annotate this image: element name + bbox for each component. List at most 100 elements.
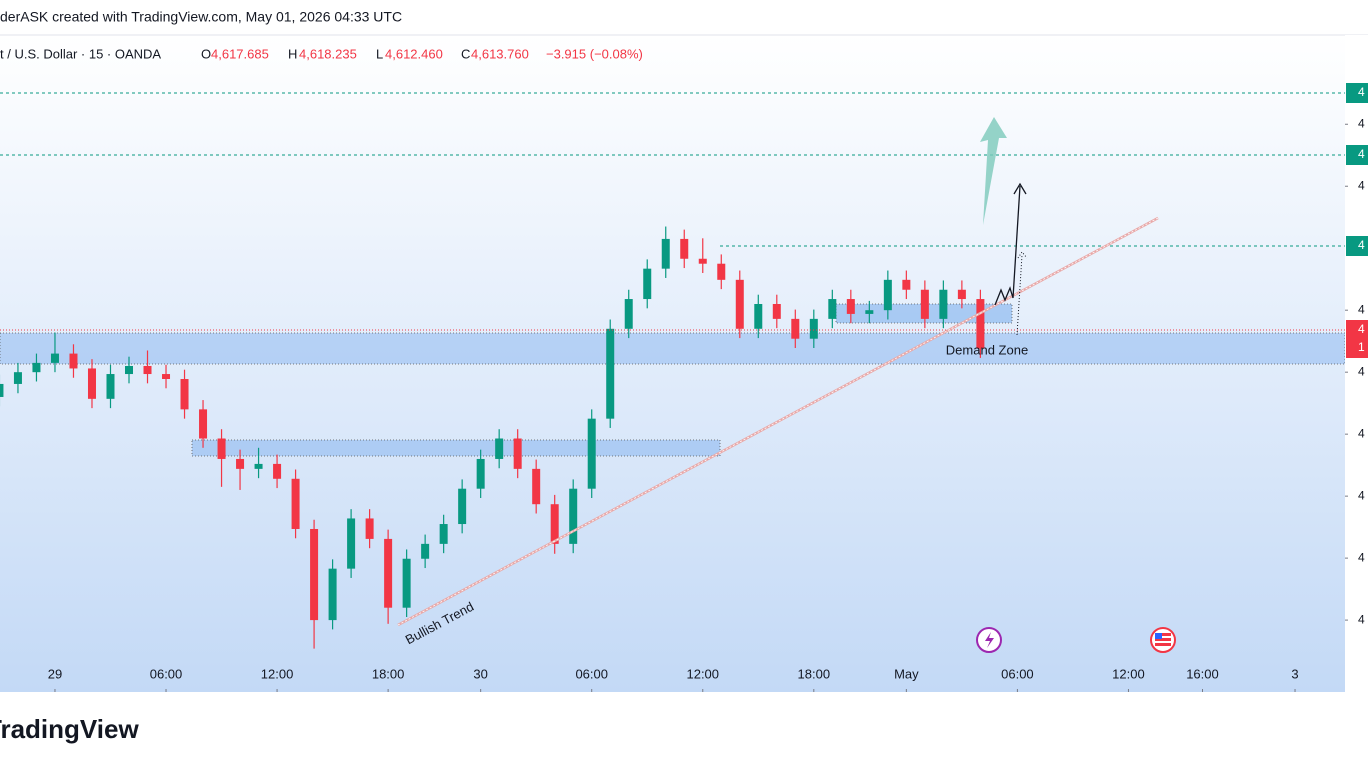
candle-body [328,568,337,621]
candle-body [125,365,134,375]
projection-arrow [994,185,1021,306]
logo: TradingView [0,714,139,744]
candle-body [624,299,633,329]
candle-body [273,463,282,479]
demand-label: Demand Zone [946,342,1028,357]
flag-stripe [1155,641,1171,643]
x-tick-label: 3 [1291,666,1298,681]
countdown-label: 1 [1358,340,1365,354]
x-tick-label: 12:00 [1112,666,1145,681]
level-tag-label: 4 [1358,85,1365,99]
candle-body [698,258,707,264]
candle-body [513,438,522,469]
x-tick-label: 06:00 [150,666,183,681]
candle-body [458,488,467,525]
candle-body [87,368,96,399]
candle-body [495,438,504,459]
candle-body [569,488,578,544]
last-price-tag [1346,320,1368,358]
arrow-head [1017,251,1028,259]
y-tick-label: 4 [1358,116,1365,130]
level-tag-label: 4 [1358,147,1365,161]
zone [191,439,721,457]
candle-body [384,538,393,608]
level-tag [1346,83,1368,103]
c-value: 4,613.760 [471,46,529,61]
candle-body [50,353,59,363]
candle-body [421,543,430,559]
level-tag-label: 4 [1358,238,1365,252]
h-value: 4,618.235 [299,46,357,61]
candle-body [69,353,78,369]
candle-body [532,468,541,505]
x-tick-label: 06:00 [1001,666,1034,681]
candle-body [143,365,152,375]
candle-body [439,524,448,544]
candle-body [550,504,559,544]
candle-body [717,263,726,280]
o-value: 4,617.685 [211,46,269,61]
candle-body [846,299,855,314]
x-tick-label: 29 [48,666,62,681]
price-axis-bg [1345,35,1368,692]
candle-body [587,418,596,489]
symbol-legend: t / U.S. Dollar · 15 · OANDA O 4,617.685… [0,46,643,61]
candle-body [957,289,966,300]
trend-line [397,216,1159,627]
level-tag [1346,236,1368,256]
candle-body [180,378,189,410]
candle-body [32,362,41,373]
c-label: C [461,46,470,61]
candle-body [661,238,670,269]
candles [0,226,985,649]
candle-body [735,279,744,329]
y-tick-label: 4 [1358,302,1365,316]
header-text: derASK created with TradingView.com, May… [0,9,402,25]
candle-body [606,328,615,419]
candle-body [402,558,411,608]
footer [0,692,1368,770]
candle-body [828,299,837,319]
candle-body [310,528,319,621]
dotted-arrow [1016,254,1023,336]
candle-body [199,409,208,439]
flag-stripe [1155,636,1171,638]
candle-body [809,318,818,339]
candle-body [347,518,356,569]
level-tag [1346,145,1368,165]
demand-zone [0,332,1346,365]
candle-body [0,383,4,397]
y-tick-label: 4 [1358,178,1365,192]
lightning [985,632,994,648]
candle-body [865,310,874,314]
candle-body [217,438,226,459]
y-tick-label: 4 [1358,550,1365,564]
candle-body [13,372,22,384]
candle-body [680,238,689,259]
x-tick-label: 12:00 [261,666,294,681]
price-axis: 4 4 4 4 1 4 4 4 4 4 4 4 4 [1345,35,1368,692]
candle-body [476,458,485,489]
candle-body [920,289,929,319]
x-tick-label: 06:00 [575,666,608,681]
flag-canton [1155,633,1162,639]
l-label: L [376,46,383,61]
candle-body [902,279,911,290]
candle-body [291,478,300,529]
y-tick-label: 4 [1358,612,1365,626]
x-tick-label: May [894,666,919,681]
y-tick-label: 4 [1358,488,1365,502]
change: −3.915 (−0.08%) [546,46,643,61]
candle-body [883,279,892,311]
candle-body [106,374,115,399]
candle-body [162,374,171,379]
target-arrow [980,117,1007,225]
x-tick-label: 16:00 [1186,666,1219,681]
candle-body [791,318,800,339]
candle-body [365,518,374,539]
y-tick-label: 4 [1358,426,1365,440]
candle-body [976,299,985,349]
o-label: O [201,46,211,61]
